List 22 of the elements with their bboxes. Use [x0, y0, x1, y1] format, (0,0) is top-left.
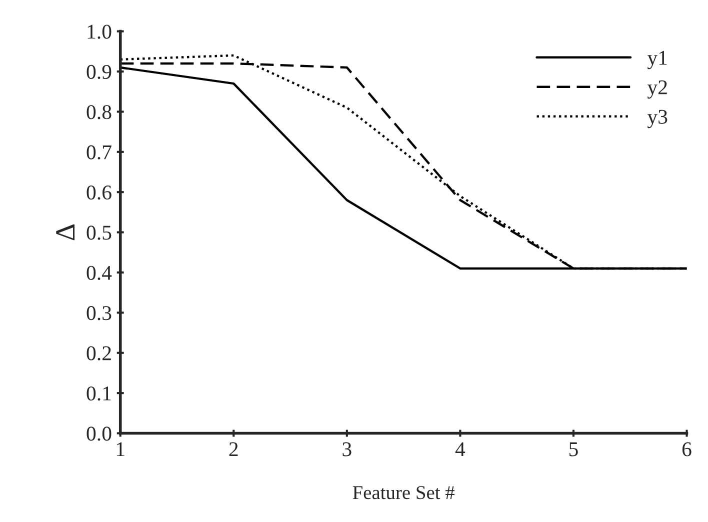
legend-label: y1 — [647, 50, 667, 70]
y-tick-label: 0.5 — [86, 226, 112, 240]
y-tick-label: 0.7 — [86, 145, 112, 160]
y-axis-title: Δ — [56, 224, 75, 240]
x-tick-label: 3 — [342, 442, 352, 456]
legend-label: y2 — [647, 80, 667, 99]
x-tick-label: 4 — [455, 442, 466, 456]
y-tick-label: 0.6 — [86, 185, 112, 200]
y-tick-label: 0.1 — [86, 386, 111, 401]
x-tick-label: 6 — [682, 442, 692, 456]
x-tick-label: 1 — [116, 442, 124, 456]
y-tick-label: 0.8 — [86, 105, 112, 120]
x-axis-title: Feature Set # — [352, 486, 455, 500]
y-tick-label: 0.9 — [86, 64, 112, 80]
x-tick-label: 2 — [229, 442, 238, 456]
y-tick-label: 0.3 — [86, 306, 112, 320]
x-tick-label: 5 — [569, 442, 578, 456]
y-tick-label: 1.0 — [88, 24, 112, 39]
y-tick-label: 0.0 — [86, 426, 112, 441]
y-tick-label: 0.4 — [86, 266, 112, 280]
y-tick-label: 0.2 — [86, 346, 111, 360]
legend-label: y3 — [647, 110, 668, 128]
